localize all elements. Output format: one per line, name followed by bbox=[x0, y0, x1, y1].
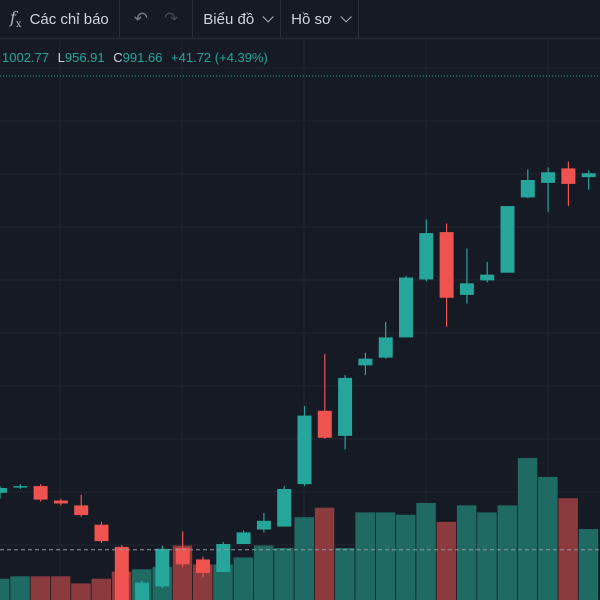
candle-body bbox=[459, 283, 474, 295]
candle-body bbox=[114, 546, 129, 600]
volume-bar bbox=[0, 578, 10, 600]
price-lines bbox=[0, 75, 600, 551]
candle-body bbox=[53, 500, 68, 504]
candle-body bbox=[175, 547, 190, 565]
volume-bar bbox=[274, 547, 294, 600]
volume-bar bbox=[477, 512, 497, 600]
chevron-down-icon bbox=[262, 11, 274, 23]
volume-bar bbox=[253, 545, 274, 600]
volume-bar bbox=[355, 512, 375, 600]
legend-low-key: L bbox=[57, 50, 65, 65]
candle-body bbox=[500, 206, 515, 273]
toolbar-divider bbox=[357, 0, 359, 39]
volume-bar bbox=[578, 529, 599, 600]
function-icon: fx bbox=[10, 7, 22, 31]
legend-change: +41.72 (+4.39%) bbox=[171, 50, 268, 65]
candle-body bbox=[378, 337, 393, 358]
candle-body bbox=[135, 582, 150, 600]
volume-bar bbox=[50, 576, 71, 600]
indicators-label: Các chỉ báo bbox=[29, 10, 109, 28]
top-toolbar: fx Các chỉ báo ↶ ↷ Biểu đồ Hồ sơ bbox=[0, 0, 600, 39]
volume-bar bbox=[91, 578, 111, 600]
candle-body bbox=[216, 544, 231, 572]
candle-body bbox=[520, 180, 535, 198]
candle-body bbox=[277, 488, 292, 527]
indicators-button[interactable]: fx Các chỉ báo bbox=[0, 0, 119, 39]
candle-body bbox=[541, 172, 556, 183]
candle-body bbox=[13, 486, 28, 488]
volume-bar bbox=[497, 505, 517, 600]
candle-body bbox=[256, 520, 271, 530]
toolbar-divider bbox=[118, 0, 120, 39]
volume-bar bbox=[396, 514, 416, 600]
toolbar-divider bbox=[280, 0, 282, 39]
chevron-down-icon bbox=[340, 11, 352, 23]
price-candles bbox=[0, 161, 596, 600]
candle-body bbox=[480, 274, 495, 281]
volume-bar bbox=[294, 517, 314, 600]
candle-body bbox=[74, 505, 89, 516]
candle-body bbox=[358, 358, 373, 366]
legend-low-value: 956.91 bbox=[64, 50, 105, 65]
candle-body bbox=[155, 548, 170, 587]
ohlc-legend: 1002.77 L956.91 C991.66 +41.72 (+4.39%) bbox=[2, 50, 268, 65]
volume-bar bbox=[335, 547, 355, 600]
volume-bar bbox=[213, 564, 233, 600]
volume-bar bbox=[375, 512, 396, 600]
candle-body bbox=[33, 486, 48, 500]
candle-body bbox=[0, 488, 7, 493]
candle-body bbox=[581, 173, 596, 178]
volume-bar bbox=[30, 576, 51, 600]
volume-bar bbox=[10, 576, 30, 600]
volume-bar bbox=[456, 505, 477, 600]
volume-bars bbox=[0, 458, 599, 600]
chart-menu-button[interactable]: Biểu đồ bbox=[193, 0, 280, 39]
candle-body bbox=[297, 415, 312, 485]
volume-bar bbox=[71, 583, 91, 600]
undo-icon[interactable]: ↶ bbox=[133, 9, 149, 28]
volume-bar bbox=[436, 521, 457, 600]
volume-bar bbox=[233, 557, 254, 600]
toolbar-divider bbox=[192, 0, 194, 39]
candle-body bbox=[439, 232, 454, 298]
volume-bar bbox=[538, 476, 558, 600]
volume-bar bbox=[314, 507, 335, 600]
redo-icon[interactable]: ↷ bbox=[164, 9, 179, 28]
candle-body bbox=[317, 410, 332, 438]
volume-bar bbox=[416, 502, 436, 600]
candle-body bbox=[399, 277, 413, 338]
candlestick-chart[interactable] bbox=[0, 40, 600, 600]
candle-body bbox=[561, 168, 576, 184]
legend-close-key: C bbox=[113, 50, 123, 65]
candle-body bbox=[419, 233, 434, 280]
volume-bar bbox=[193, 564, 213, 600]
volume-bar bbox=[558, 498, 578, 600]
candle-body bbox=[236, 532, 251, 544]
profile-menu-label: Hồ sơ bbox=[291, 10, 332, 28]
candle-body bbox=[338, 377, 353, 436]
history-group: ↶ ↷ bbox=[120, 0, 193, 39]
legend-close-value: 991.66 bbox=[122, 50, 163, 65]
volume-bar bbox=[517, 458, 538, 600]
candle-body bbox=[94, 524, 109, 542]
profile-menu-button[interactable]: Hồ sơ bbox=[281, 0, 358, 39]
candle-body bbox=[196, 559, 210, 573]
legend-open-value: 1002.77 bbox=[2, 50, 49, 65]
chart-menu-label: Biểu đồ bbox=[203, 10, 255, 28]
